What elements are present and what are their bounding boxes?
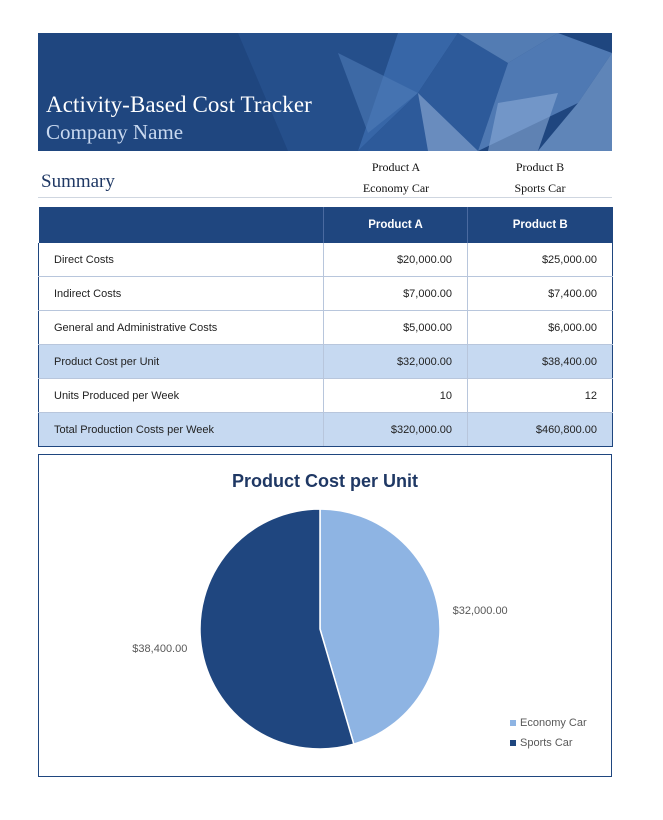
row-label: Indirect Costs bbox=[38, 276, 324, 311]
product-a-value: $32,000.00 bbox=[323, 344, 468, 379]
chart-legend: Economy Car Sports Car bbox=[510, 713, 587, 753]
row-label: Direct Costs bbox=[38, 243, 324, 277]
product-b-value: $7,400.00 bbox=[467, 276, 613, 311]
product-b-value: $460,800.00 bbox=[467, 412, 613, 447]
legend-label: Economy Car bbox=[520, 717, 587, 729]
summary-heading: Summary bbox=[41, 171, 115, 192]
chart-title: Product Cost per Unit bbox=[231, 471, 418, 491]
table-row-highlight: Total Production Costs per Week $320,000… bbox=[38, 412, 613, 447]
row-label: Product Cost per Unit bbox=[38, 344, 324, 379]
table-header-product-a: Product A bbox=[323, 207, 468, 243]
company-name: Company Name bbox=[46, 120, 184, 144]
table-row: Units Produced per Week 10 12 bbox=[38, 378, 613, 413]
row-label: Units Produced per Week bbox=[38, 378, 324, 413]
pie-data-label: $32,000.00 bbox=[453, 605, 508, 617]
legend-swatch bbox=[510, 740, 516, 746]
product-a-value: 10 bbox=[323, 378, 468, 413]
table-header-label bbox=[38, 207, 324, 243]
product-a-value: $7,000.00 bbox=[323, 276, 468, 311]
product-b-heading: Product B Sports Car bbox=[480, 160, 600, 196]
pie-chart: $32,000.00 $38,400.00 bbox=[132, 508, 508, 750]
table-row: Indirect Costs $7,000.00 $7,400.00 bbox=[38, 276, 613, 311]
row-label: Total Production Costs per Week bbox=[38, 412, 324, 447]
banner-pattern bbox=[38, 33, 612, 151]
table-row: Direct Costs $20,000.00 $25,000.00 bbox=[38, 243, 613, 277]
product-a-value: $320,000.00 bbox=[323, 412, 468, 447]
pie-slice-sports-car bbox=[199, 508, 355, 750]
pie-data-label: $38,400.00 bbox=[132, 643, 187, 655]
cost-table: Product A Product B Direct Costs $20,000… bbox=[38, 207, 613, 447]
pie-chart-panel: Product Cost per Unit $32,000.00 $38,400.… bbox=[38, 454, 612, 777]
product-b-value: 12 bbox=[467, 378, 613, 413]
legend-item-economy-car: Economy Car bbox=[510, 713, 587, 733]
product-a-value: $5,000.00 bbox=[323, 310, 468, 345]
table-header-product-b: Product B bbox=[467, 207, 613, 243]
legend-swatch bbox=[510, 720, 516, 726]
table-row: General and Administrative Costs $5,000.… bbox=[38, 310, 613, 345]
product-b-label: Product B bbox=[515, 160, 565, 174]
row-label: General and Administrative Costs bbox=[38, 310, 324, 345]
product-a-name: Economy Car bbox=[362, 181, 430, 195]
pie-slice-economy-car bbox=[319, 508, 441, 746]
product-b-value: $25,000.00 bbox=[467, 243, 613, 277]
product-b-value: $38,400.00 bbox=[467, 344, 613, 379]
header-banner: Activity-Based Cost Tracker Company Name bbox=[38, 33, 612, 151]
product-a-label: Product A bbox=[371, 160, 421, 174]
product-a-value: $20,000.00 bbox=[323, 243, 468, 277]
table-row-highlight: Product Cost per Unit $32,000.00 $38,400… bbox=[38, 344, 613, 379]
product-b-name: Sports Car bbox=[514, 181, 566, 195]
page-title: Activity-Based Cost Tracker bbox=[46, 92, 312, 117]
legend-item-sports-car: Sports Car bbox=[510, 733, 587, 753]
table-header-row: Product A Product B bbox=[38, 207, 613, 243]
product-a-heading: Product A Economy Car bbox=[336, 160, 456, 196]
summary-divider bbox=[38, 197, 612, 198]
product-b-value: $6,000.00 bbox=[467, 310, 613, 345]
legend-label: Sports Car bbox=[520, 737, 573, 749]
